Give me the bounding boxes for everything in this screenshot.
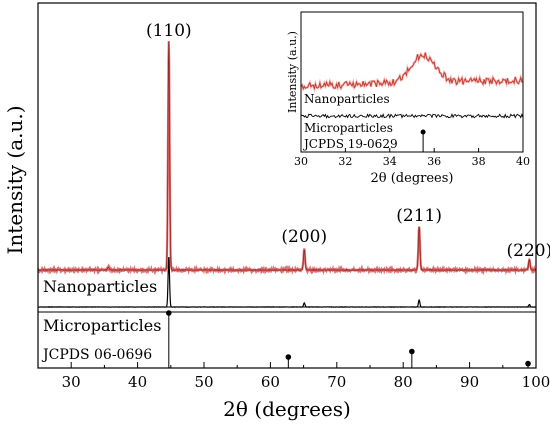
- inset-plot-frame: [300, 11, 524, 153]
- main-peak-label: (200): [281, 227, 327, 247]
- main-x-tick-label: 40: [128, 373, 147, 391]
- main-peak-label: (211): [396, 206, 442, 226]
- inset-reference-marker-0: [420, 129, 426, 135]
- main-peak-annotations: (110) (200) (211) (220): [146, 21, 550, 261]
- main-reference-marker-2: [409, 348, 415, 355]
- inset-x-tick-label: 30: [294, 155, 308, 168]
- inset-reference-label: JCPDS 19-0629: [302, 137, 398, 151]
- main-x-tick-label: 50: [194, 373, 213, 391]
- main-series-label-nanoparticles: Nanoparticles: [43, 277, 157, 296]
- inset-series-line-nanoparticles: [300, 52, 524, 91]
- main-x-ticks: 30 40 50 60 70 80 90 100: [37, 362, 550, 391]
- inset-y-axis-title: Intensity (a.u.): [286, 31, 299, 113]
- main-series-line-nanoparticles-core: [37, 41, 537, 271]
- inset-series-line-microparticles: [300, 113, 524, 120]
- inset-reference-group: [420, 129, 426, 152]
- main-peak-label: (110): [146, 21, 192, 41]
- inset-x-tick-label: 36: [427, 155, 441, 168]
- inset-series-label-nanoparticles: Nanoparticles: [304, 92, 390, 106]
- inset-x-ticks: 30 32 34 36 38 40: [294, 148, 530, 168]
- main-x-tick-label: 30: [62, 373, 81, 391]
- main-peak-label: (220): [507, 241, 550, 261]
- main-reference-label: JCPDS 06-0696: [41, 347, 152, 363]
- inset-series-label-microparticles: Microparticles: [304, 121, 393, 135]
- inset-x-tick-label: 34: [383, 155, 397, 168]
- main-x-tick-label: 60: [261, 373, 280, 391]
- main-x-tick-label: 70: [327, 373, 346, 391]
- inset-x-tick-label: 32: [338, 155, 352, 168]
- main-x-tick-label: 100: [522, 373, 550, 391]
- main-x-tick-label: 90: [460, 373, 479, 391]
- inset-x-tick-label: 38: [472, 155, 486, 168]
- main-x-tick-label: 80: [394, 373, 413, 391]
- inset-x-tick-label: 40: [516, 155, 530, 168]
- main-series-label-microparticles: Microparticles: [43, 316, 161, 335]
- main-reference-marker-1: [285, 354, 292, 360]
- inset-series-group: [300, 51, 524, 120]
- inset-plot: 30 32 34 36 38 40 2θ (degrees) Intensity (a.u…: [286, 11, 530, 186]
- main-plot-frame: [37, 2, 537, 369]
- main-y-axis-title: Intensity (a.u.): [3, 105, 27, 254]
- inset-x-axis-title: 2θ (degrees): [371, 171, 454, 186]
- main-reference-marker-0: [166, 310, 172, 316]
- main-reference-group: [166, 310, 531, 368]
- main-reference-marker-3: [525, 360, 531, 367]
- main-plot: 30 40 50 60 70 80 90 100 2θ (degrees) Intensity…: [3, 2, 550, 421]
- main-x-axis-title: 2θ (degrees): [223, 397, 351, 421]
